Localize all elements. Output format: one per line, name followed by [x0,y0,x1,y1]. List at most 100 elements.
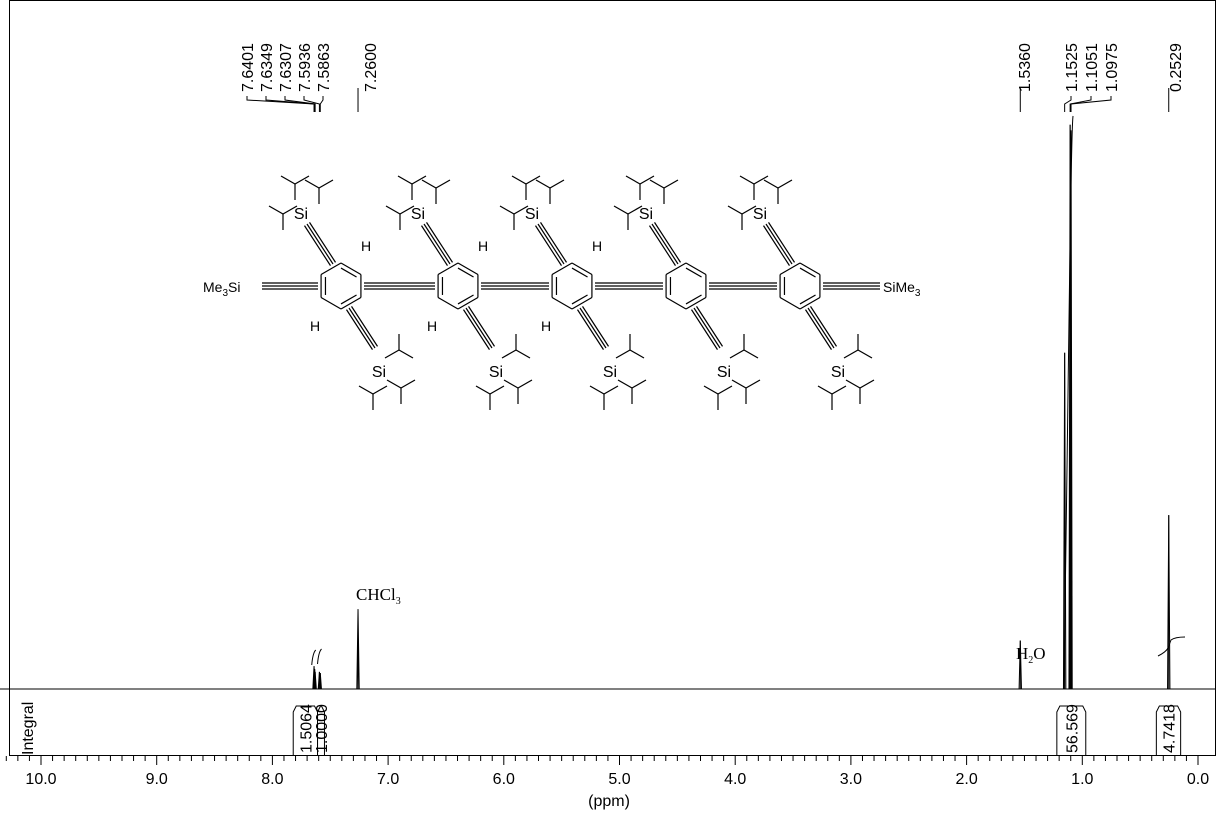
isopropyl-bond [294,175,310,185]
isopropyl-bond [729,349,745,359]
integral-value: 56.569 [1064,704,1081,753]
peak-label: 7.6307 [278,43,295,92]
hydrogen-atom: H [361,238,371,254]
integral-row-label: Integral [20,702,37,755]
water-annotation: H2O [1016,644,1046,666]
ring-bond [571,262,593,276]
ring-bond [779,296,801,310]
chcl3-text: CHCl [356,585,396,604]
x-tick-label: 3.0 [840,771,862,788]
isopropyl-bond [631,379,647,389]
peak-label: 1.5360 [1017,43,1034,92]
peak-leader [1070,96,1112,112]
peak-label: 0.2529 [1168,43,1185,92]
isopropyl-bond [617,379,633,389]
silicon-atom: Si [603,364,617,381]
alkyne-bond [768,222,796,263]
alkyne-bond [579,307,607,349]
isopropyl-bond [739,175,755,185]
isopropyl-bond [703,385,719,395]
alkyne-bond [540,222,568,263]
ring-bond [665,262,687,276]
alkyne-bond [582,306,610,347]
isopropyl-bond [489,385,505,395]
silicon-atom: Si [294,206,308,223]
ring-bond [437,262,459,276]
isopropyl-bond [525,175,541,185]
peak-label: 7.5936 [297,43,314,92]
isopropyl-bond [777,179,793,189]
x-tick-label: 10.0 [25,771,56,788]
isopropyl-bond [304,179,320,189]
alkyne-bond [576,309,604,350]
chcl3-subscript: 3 [396,596,401,607]
peak-leader [1069,96,1092,112]
integral-curve [1157,636,1186,657]
plot-frame [9,0,1216,756]
ring-bond [685,262,707,276]
ring-bond [779,262,801,276]
alkyne-bond [648,225,676,266]
peak-label: 1.1051 [1084,43,1101,92]
isopropyl-bond [282,205,298,215]
alkyne-bond [651,223,679,265]
isopropyl-bond [503,379,519,389]
peak-labels: 7.6401 7.6349 7.6307 7.5936 7.5863 7.2600 1.53… [240,43,1185,92]
chcl3-annotation: CHCl3 [356,585,401,607]
isopropyl-bond [717,385,733,395]
isopropyl-bond [629,349,645,359]
isopropyl-bond [358,385,374,395]
ring-bond [437,296,459,310]
alkyne-bond [468,306,496,347]
silicon-atom: Si [525,206,539,223]
isopropyl-bond [753,175,769,185]
isopropyl-bond [625,175,641,185]
integral-value: 1.5064 [298,704,315,753]
isopropyl-bond [817,385,833,395]
integral-bracket [1056,705,1087,755]
water-h: H [1016,644,1028,663]
peak-label: 7.2600 [363,43,380,92]
silicon-atom: Si [753,206,767,223]
integral-value: 1.0000 [314,704,331,753]
isopropyl-bond [399,205,415,215]
ring-double-bond [340,267,357,278]
isopropyl-bond [511,175,527,185]
isopropyl-bond [857,349,873,359]
hydrogen-atom: H [541,318,551,334]
ring-bond [799,262,821,276]
isopropyl-bond [663,179,679,189]
alkyne-bond [690,309,718,350]
isopropyl-bond [385,205,401,215]
isopropyl-bond [549,179,565,189]
peak-label: 7.5863 [316,43,333,92]
isopropyl-bond [763,179,779,189]
alkyne-bond [345,309,373,350]
isopropyl-bond [639,175,655,185]
ring-double-bond [457,267,474,278]
x-tick-label: 4.0 [724,771,746,788]
alkyne-bond [807,307,835,349]
water-subscript: 2 [1028,655,1033,666]
isopropyl-bond [613,205,629,215]
isopropyl-bond [268,205,284,215]
isopropyl-bond [400,379,416,389]
isopropyl-bond [615,349,631,359]
hydrogen-atom: H [427,318,437,334]
ring-bond [551,296,573,310]
isopropyl-bond [731,379,747,389]
water-o: O [1033,644,1045,663]
spectrum-line [0,124,1215,690]
alkyne-bond [804,309,832,350]
silicon-atom: Si [717,364,731,381]
alkyne-bond [462,309,490,350]
integral-curve [311,648,322,666]
isopropyl-bond [411,175,427,185]
silicon-atom: Si [372,364,386,381]
alkyne-bond [423,223,451,265]
alkyne-bond [465,307,493,349]
alkyne-bond [303,225,331,266]
x-axis-tick-labels: 10.0 9.0 8.0 7.0 6.0 5.0 4.0 3.0 2.0 1.0 0.0 [25,771,1209,788]
isopropyl-bond [398,349,414,359]
